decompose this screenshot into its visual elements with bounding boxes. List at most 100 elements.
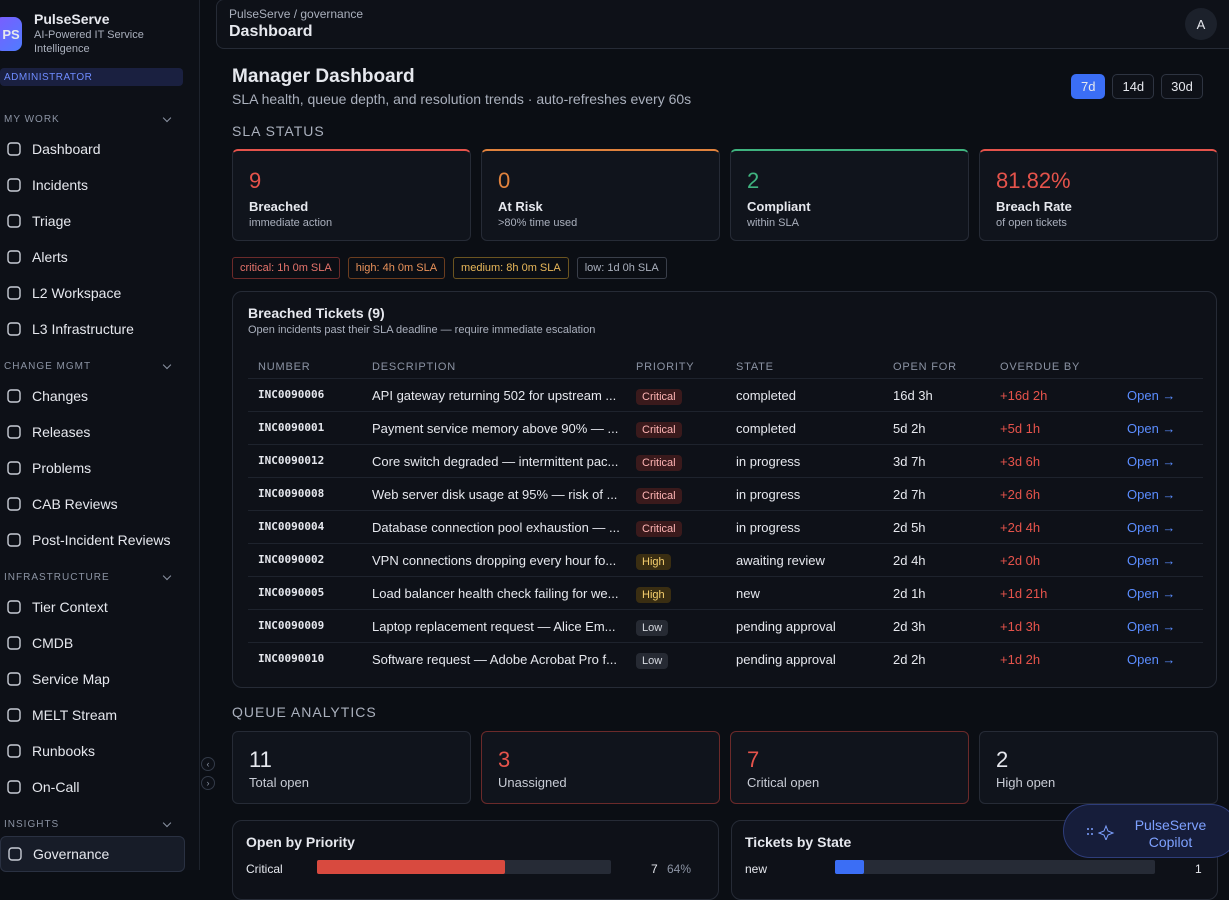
nav-item[interactable]: Governance (0, 836, 185, 872)
nav-label: On-Call (32, 779, 80, 795)
overdue-by: +5d 1h (1000, 421, 1041, 436)
state: awaiting review (736, 553, 825, 568)
overdue-by: +1d 2h (1000, 652, 1041, 667)
nav-section: INSIGHTS Governance (0, 812, 200, 872)
nav-item[interactable]: L3 Infrastructure (0, 311, 185, 347)
ticket-number: INC0090012 (258, 454, 325, 467)
open-link[interactable]: Open → (1127, 454, 1176, 469)
range-button[interactable]: 30d (1161, 74, 1203, 99)
nav-item[interactable]: L2 Workspace (0, 275, 185, 311)
ticket-number: INC0090009 (258, 619, 325, 632)
nav-icon (7, 425, 21, 439)
card-label: Breach Rate (996, 199, 1072, 214)
nav-icon (7, 636, 21, 650)
nav-item[interactable]: Post-Incident Reviews (0, 522, 185, 558)
nav-item[interactable]: Incidents (0, 167, 185, 203)
open-link[interactable]: Open → (1127, 520, 1176, 535)
range-button[interactable]: 7d (1071, 74, 1106, 99)
sla-target: medium: 8h 0m SLA (453, 257, 569, 279)
sla-card: 9 Breached immediate action (232, 149, 471, 241)
nav-icon (7, 497, 21, 511)
nav-icon (7, 600, 21, 614)
queue-card: 2 High open (979, 731, 1218, 804)
header-title: Dashboard (229, 23, 313, 40)
bar-count: 1 (1195, 862, 1202, 876)
card-value: 2 (747, 168, 760, 193)
section-title: QUEUE ANALYTICS (232, 704, 377, 720)
open-link[interactable]: Open → (1127, 421, 1176, 436)
nav-item[interactable]: CMDB (0, 625, 185, 661)
nav-icon (7, 214, 21, 228)
expand-button[interactable]: › (201, 776, 215, 790)
description: Load balancer health check failing for w… (372, 586, 619, 601)
nav-item[interactable]: Service Map (0, 661, 185, 697)
nav-item[interactable]: Alerts (0, 239, 185, 275)
priority-badge: High (636, 587, 671, 603)
open-link[interactable]: Open → (1127, 652, 1176, 667)
nav-icon (7, 142, 21, 156)
ticket-number: INC0090010 (258, 652, 325, 665)
nav-item[interactable]: On-Call (0, 769, 185, 805)
nav-item[interactable]: Runbooks (0, 733, 185, 769)
overdue-by: +16d 2h (1000, 388, 1048, 403)
card-value: 3 (498, 747, 511, 772)
nav-icon (7, 672, 21, 686)
nav-item[interactable]: Dashboard (0, 131, 185, 167)
nav-item[interactable]: MELT Stream (0, 697, 185, 733)
range-button[interactable]: 14d (1112, 74, 1155, 99)
open-link[interactable]: Open → (1127, 553, 1176, 568)
card-label: At Risk (498, 199, 543, 214)
open-link[interactable]: Open → (1127, 619, 1176, 634)
nav-section: CHANGE MGMT Changes Releases Problems CAB Re… (0, 354, 200, 558)
open-link[interactable]: Open → (1127, 586, 1176, 601)
bar (317, 860, 506, 874)
nav-icon (7, 250, 21, 264)
state: in progress (736, 454, 801, 469)
collapse-button[interactable]: ‹ (201, 757, 215, 771)
description: Database connection pool exhaustion — ..… (372, 520, 620, 535)
nav-item[interactable]: Problems (0, 450, 185, 486)
description: Web server disk usage at 95% — risk of .… (372, 487, 618, 502)
bar (835, 860, 865, 874)
bar-row: Critical 7 64% (246, 860, 705, 880)
overdue-by: +3d 6h (1000, 454, 1041, 469)
table-header: NUMBER DESCRIPTION PRIORITY STATE OPEN FOR OV… (248, 354, 1203, 387)
nav-section-title: CHANGE MGMT (0, 354, 200, 378)
priority-badge: Critical (636, 521, 682, 537)
nav-item[interactable]: Tier Context (0, 589, 185, 625)
nav-label: Runbooks (32, 743, 96, 759)
sla-card: 2 Compliant within SLA (730, 149, 969, 241)
sidebar: PS PulseServe AI-Powered IT Service Inte… (0, 0, 200, 872)
page-subtitle: SLA health, queue depth, and resolution … (232, 91, 692, 107)
nav-item[interactable]: CAB Reviews (0, 486, 185, 522)
avatar[interactable]: A (1185, 8, 1217, 40)
section-title: SLA STATUS (232, 123, 325, 139)
table-title: Breached Tickets (9) (248, 305, 385, 321)
card-label: Critical open (747, 775, 820, 790)
open-link[interactable]: Open → (1127, 388, 1176, 403)
nav-item[interactable]: Releases (0, 414, 185, 450)
open-for: 3d 7h (893, 454, 926, 469)
sla-card: 0 At Risk >80% time used (481, 149, 720, 241)
open-link[interactable]: Open → (1127, 487, 1176, 502)
sla-target: high: 4h 0m SLA (347, 257, 446, 279)
bar-percent: 64% (667, 862, 692, 876)
open-for: 5d 2h (893, 421, 926, 436)
nav-item[interactable]: Triage (0, 203, 185, 239)
page: PS PulseServe AI-Powered IT Service Inte… (0, 0, 1229, 870)
card-value: 9 (249, 168, 262, 193)
nav-item[interactable]: Changes (0, 378, 185, 414)
card-note: >80% time used (498, 217, 578, 229)
ticket-number: INC0090005 (258, 586, 325, 599)
open-for: 2d 3h (893, 619, 926, 634)
panel: Open by Priority Critical 7 64% (232, 820, 719, 900)
card-value: 0 (498, 168, 511, 193)
bar-count: 7 (651, 862, 658, 876)
nav-label: CAB Reviews (32, 496, 118, 512)
nav-icon (7, 286, 21, 300)
brand-tagline: AI-Powered IT Service Intelligence (34, 29, 144, 55)
state: in progress (736, 487, 801, 502)
copilot-button[interactable]: PulseServe Copilot (1063, 804, 1229, 858)
table-row: INC0090008 Web server disk usage at 95% —… (248, 477, 1203, 510)
nav-icon (7, 322, 21, 336)
